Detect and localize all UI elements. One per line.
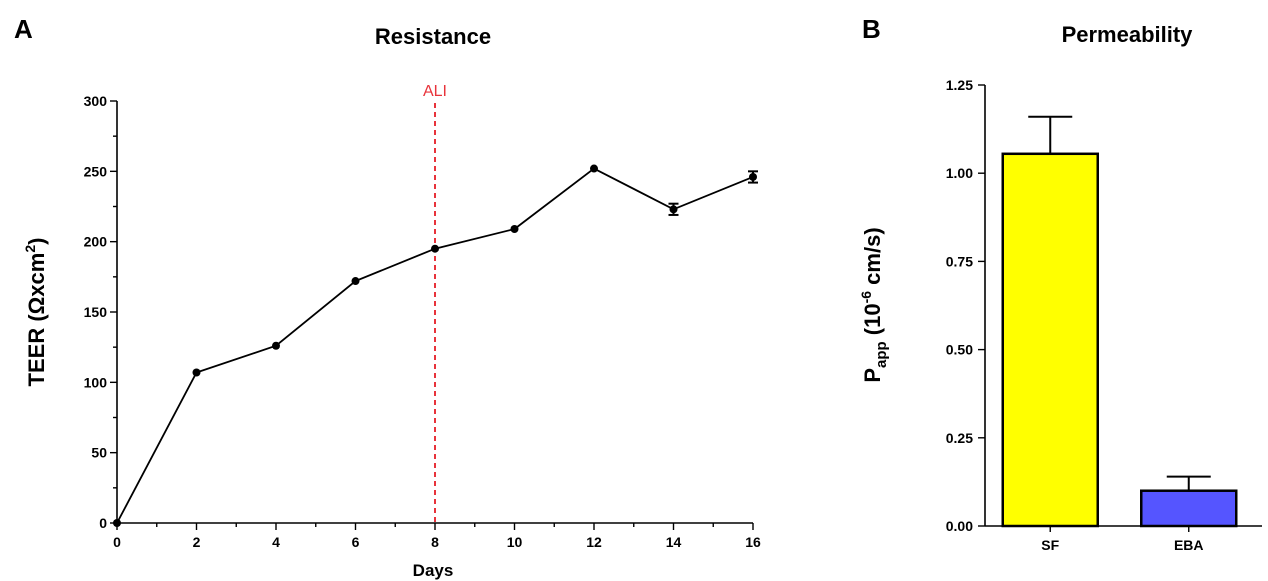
permeability-y-ticks: 0.00 0.25 0.50 0.75 1.00 1.25 [946, 77, 985, 534]
resistance-x-tick-label: 8 [431, 534, 439, 550]
ali-annotation: ALI [423, 83, 447, 100]
permeability-y-tick-label: 0.25 [946, 430, 973, 446]
permeability-bars: SF EBA [1001, 115, 1238, 553]
teer-data-point [510, 225, 519, 234]
permeability-x-tick-label: SF [1041, 537, 1059, 553]
resistance-x-tick-label: 14 [666, 534, 682, 550]
permeability-y-tick-label: 1.00 [946, 165, 973, 181]
permeability-chart-title: Permeability [1062, 22, 1194, 47]
resistance-y-tick-label: 50 [91, 445, 107, 461]
resistance-x-tick-label: 0 [113, 534, 121, 550]
resistance-x-tick-label: 16 [745, 534, 761, 550]
resistance-x-tick-label: 4 [272, 534, 280, 550]
teer-data-point [351, 277, 360, 286]
resistance-x-tick-label: 6 [352, 534, 360, 550]
resistance-y-axis-title: TEER (Ωxcm2) [22, 238, 49, 387]
resistance-y-ticks: 0 50 100 150 200 250 300 [84, 93, 117, 531]
permeability-y-axis-title: Papp (10-6 cm/s) [858, 227, 890, 382]
permeability-y-tick-label: 0.75 [946, 253, 973, 269]
teer-data-point [113, 519, 121, 527]
permeability-y-tick-label: 0.00 [946, 518, 973, 534]
teer-series [113, 164, 758, 527]
teer-data-point [669, 205, 678, 214]
resistance-x-ticks: 0 2 4 6 8 10 12 14 16 [113, 523, 761, 550]
permeability-bar [1001, 152, 1099, 528]
teer-data-point [590, 164, 598, 173]
permeability-y-tick-label: 1.25 [946, 77, 973, 93]
resistance-y-tick-label: 300 [84, 93, 108, 109]
panel-a-label: A [14, 14, 33, 44]
resistance-y-tick-label: 100 [84, 374, 108, 390]
resistance-chart: Resistance 0 50 100 150 200 250 300 0 2 4 6 8 10 12 1… [22, 24, 761, 580]
resistance-x-tick-label: 10 [507, 534, 523, 550]
teer-data-point [272, 341, 280, 350]
resistance-y-tick-label: 150 [84, 304, 108, 320]
panel-b-label: B [862, 14, 881, 44]
resistance-x-tick-label: 12 [586, 534, 602, 550]
permeability-y-tick-label: 0.50 [946, 342, 973, 358]
resistance-x-axis-title: Days [413, 561, 454, 580]
permeability-x-tick-label: EBA [1174, 537, 1204, 553]
permeability-bar [1140, 489, 1238, 528]
resistance-x-tick-label: 2 [193, 534, 201, 550]
resistance-y-tick-label: 0 [99, 515, 107, 531]
teer-data-point [749, 172, 757, 181]
resistance-y-tick-label: 250 [84, 163, 108, 179]
permeability-chart: Permeability 0.00 0.25 0.50 0.75 1.00 1.25 SF… [858, 22, 1262, 553]
teer-data-point [192, 368, 201, 377]
resistance-chart-title: Resistance [375, 24, 491, 49]
resistance-y-tick-label: 200 [84, 234, 108, 250]
teer-data-point [431, 244, 439, 253]
